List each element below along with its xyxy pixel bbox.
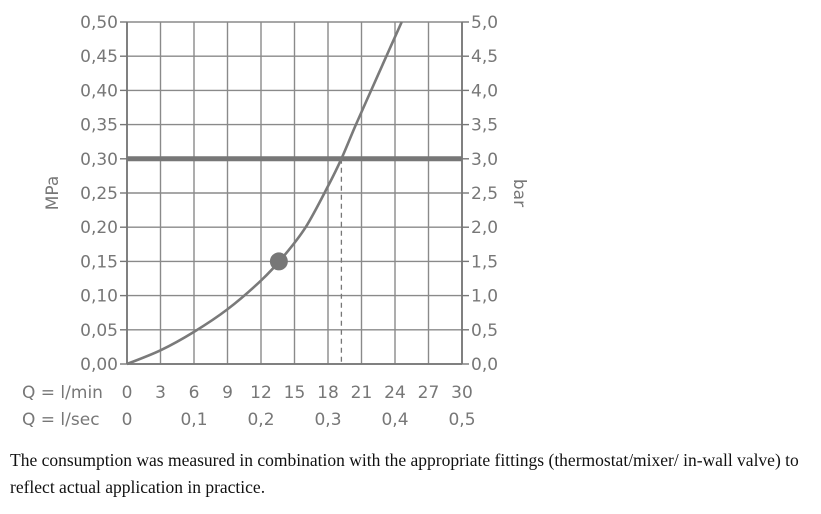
right-tick-label: 5,0 (471, 13, 498, 33)
x-tick-lpm: 15 (284, 383, 306, 403)
x-tick-lps: 0,5 (448, 410, 475, 430)
x-tick-lpm: 12 (250, 383, 272, 403)
left-tick-label: 0,50 (80, 13, 118, 33)
left-tick-label: 0,15 (80, 252, 118, 272)
x-tick-lps: 0,3 (314, 410, 341, 430)
pressure-flow-curve (126, 21, 403, 366)
x-tick-lpm: 0 (122, 383, 133, 403)
x-tick-lpm: 9 (222, 383, 233, 403)
right-tick-label: 2,0 (471, 218, 498, 238)
grid (126, 21, 463, 365)
right-tick-label: 0,5 (471, 321, 498, 341)
left-axis-label: MPa (43, 176, 63, 211)
right-tick-label: 3,0 (471, 150, 498, 170)
right-tick-label: 1,5 (471, 252, 498, 272)
right-tick-label: 0,0 (471, 355, 498, 375)
left-tick-label: 0,35 (80, 116, 118, 136)
operating-point-marker (269, 252, 288, 271)
x-tick-lpm: 27 (418, 383, 440, 403)
x-tick-lpm: 21 (351, 383, 373, 403)
x-tick-lpm: 24 (384, 383, 406, 403)
right-tick-label: 4,0 (471, 81, 498, 101)
left-tick-label: 0,05 (80, 321, 118, 341)
x-tick-lpm: 6 (189, 383, 200, 403)
left-tick-label: 0,20 (80, 218, 118, 238)
x-tick-lpm: 18 (317, 383, 339, 403)
x-tick-lps: 0 (122, 410, 133, 430)
right-tick-label: 4,5 (471, 47, 498, 67)
x-axis-lps-label: Q = l/sec (22, 410, 100, 430)
right-tick-label: 2,5 (471, 184, 498, 204)
left-tick-label: 0,00 (80, 355, 118, 375)
caption: The consumption was measured in combinat… (10, 450, 799, 497)
axes (120, 21, 469, 365)
left-tick-label: 0,40 (80, 81, 118, 101)
right-axis-label: bar (509, 179, 529, 207)
pressure-flow-chart: 0,000,050,100,150,200,250,300,350,400,45… (22, 13, 529, 430)
left-tick-label: 0,30 (80, 150, 118, 170)
right-tick-label: 1,0 (471, 287, 498, 307)
x-tick-lps: 0,4 (381, 410, 408, 430)
curve-layer (126, 21, 462, 366)
x-tick-lps: 0,2 (247, 410, 274, 430)
x-tick-lpm: 30 (451, 383, 473, 403)
labels: 0,000,050,100,150,200,250,300,350,400,45… (22, 13, 529, 430)
left-tick-label: 0,45 (80, 47, 118, 67)
left-tick-label: 0,10 (80, 287, 118, 307)
x-tick-lps: 0,1 (180, 410, 207, 430)
left-tick-label: 0,25 (80, 184, 118, 204)
right-tick-label: 3,5 (471, 116, 498, 136)
x-tick-lpm: 3 (155, 383, 166, 403)
x-axis-lpm-label: Q = l/min (22, 383, 103, 403)
